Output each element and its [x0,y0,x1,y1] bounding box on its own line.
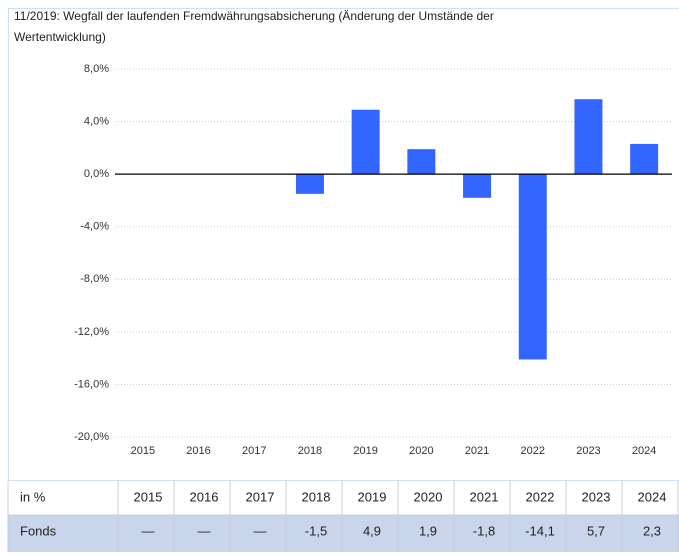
table-value: 1,9 [419,523,437,538]
x-tick-label: 2020 [409,445,433,457]
table-value: — [198,523,211,538]
table-year: 2024 [638,489,667,504]
bar [518,174,547,360]
table-year: 2020 [414,489,443,504]
table-value: — [142,523,155,538]
bar [630,143,659,175]
y-tick-label: -12,0% [74,326,109,338]
bar [351,109,380,175]
table-year: 2023 [582,489,611,504]
table-value: -1,8 [473,523,495,538]
table-value: — [254,523,267,538]
y-tick-label: -4,0% [80,221,109,233]
table-row-bg [8,515,679,552]
x-tick-label: 2019 [353,445,377,457]
bar [407,149,436,175]
table-year: 2018 [302,489,331,504]
table-value: 5,7 [587,523,605,538]
table-value: 2,3 [643,523,661,538]
x-tick-label: 2015 [131,445,155,457]
chart-frame [8,8,679,481]
x-tick-label: 2022 [521,445,545,457]
x-tick-label: 2016 [186,445,210,457]
table-value: -14,1 [525,523,555,538]
table-year: 2015 [134,489,163,504]
y-tick-label: -16,0% [74,378,109,390]
bar [463,174,492,198]
bar [295,174,324,194]
x-tick-label: 2018 [298,445,322,457]
y-tick-label: 4,0% [84,115,109,127]
y-tick-label: 8,0% [84,63,109,75]
row-header: Fonds [20,523,57,538]
table-value: 4,9 [363,523,381,538]
table-year: 2021 [470,489,499,504]
y-tick-label: -8,0% [80,273,109,285]
x-tick-label: 2024 [632,445,656,457]
subtitle: 11/2019: Wegfall der laufenden Fremdwähr… [14,9,494,23]
y-tick-label: 0,0% [84,168,109,180]
table-value: -1,5 [305,523,327,538]
bar [574,99,603,175]
x-tick-label: 2021 [465,445,489,457]
y-tick-label: -20,0% [74,431,109,443]
subtitle: Wertentwicklung) [14,30,106,44]
table-year: 2022 [526,489,555,504]
x-tick-label: 2017 [242,445,266,457]
x-tick-label: 2023 [576,445,600,457]
table-year: 2019 [358,489,387,504]
table-corner: in % [20,489,46,504]
table-year: 2017 [246,489,275,504]
table-year: 2016 [190,489,219,504]
